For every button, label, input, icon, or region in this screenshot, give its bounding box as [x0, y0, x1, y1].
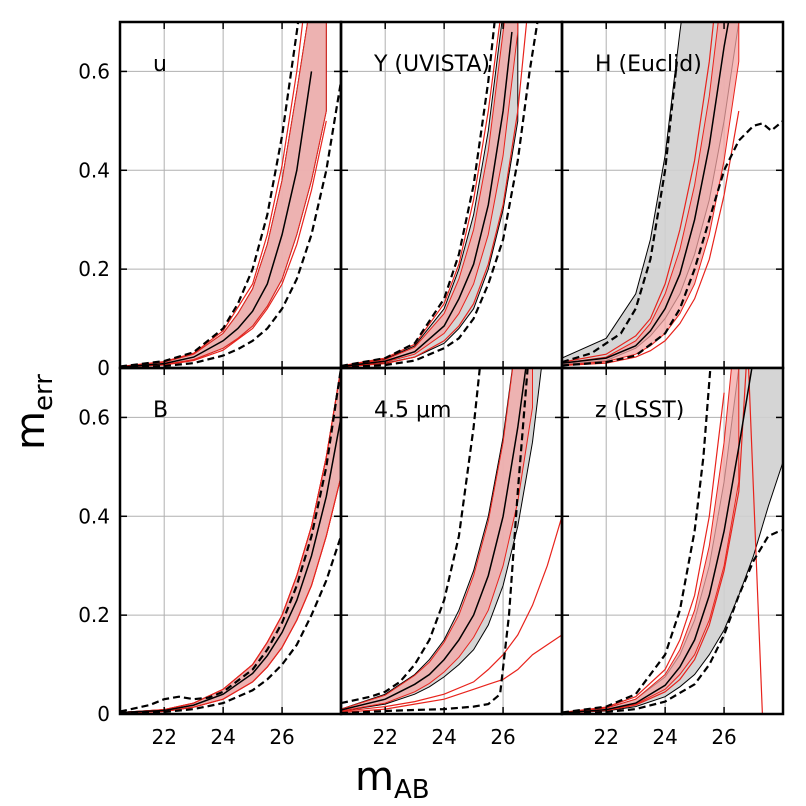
- red-line: [562, 110, 740, 367]
- dashed-upper-line: [341, 368, 481, 705]
- panel-plot-area: [120, 368, 341, 714]
- red-line: [120, 120, 327, 368]
- x-tick-label: 26: [711, 725, 736, 749]
- median-line: [562, 368, 753, 714]
- panel-plot-area: [120, 22, 341, 368]
- red-line: [120, 368, 341, 714]
- dashed-upper-line: [120, 368, 341, 713]
- y-tick-label: 0.4: [78, 504, 110, 528]
- red-line: [120, 22, 304, 368]
- panel-4: B 0 0.2 0.4 0.6 22 24 26: [78, 366, 343, 749]
- panel-label: H (Euclid): [595, 52, 702, 77]
- median-line: [341, 368, 527, 711]
- panel-label: z (LSST): [595, 398, 684, 423]
- x-tick-label: 22: [372, 725, 397, 749]
- y-tick-label: 0.2: [78, 257, 110, 281]
- panel-frame: [560, 366, 785, 716]
- x-tick-label: 22: [593, 725, 618, 749]
- red-line: [341, 22, 528, 368]
- red-line: [341, 516, 562, 713]
- dashed-lower-line: [562, 120, 783, 367]
- median-line: [341, 31, 513, 368]
- red-band: [341, 22, 519, 368]
- y-tick-label: 0: [97, 356, 110, 380]
- x-tick-label: 26: [490, 725, 515, 749]
- y-tick-label: 0.6: [78, 405, 110, 429]
- panel-plot-area: [341, 368, 562, 714]
- dashed-upper-line: [562, 368, 712, 714]
- red-line: [341, 634, 562, 714]
- x-axis-title: mAB: [355, 754, 430, 805]
- y-tick-label: 0.4: [78, 158, 110, 182]
- axis-labels-group: mAB merr: [8, 374, 430, 805]
- panel-plot-area: [562, 22, 783, 368]
- panel-plot-area: [341, 22, 562, 368]
- dashed-lower-line: [562, 529, 783, 714]
- panel-3: H (Euclid): [560, 20, 785, 370]
- panel-label: u: [153, 52, 167, 77]
- median-line: [120, 71, 313, 368]
- red-band: [120, 22, 327, 368]
- dashed-lower-line: [341, 368, 529, 714]
- panel-6: z (LSST) 22 24 26: [560, 366, 785, 749]
- x-tick-label: 24: [652, 725, 677, 749]
- dashed-lower-line: [120, 535, 341, 714]
- y-tick-label: 0.2: [78, 603, 110, 627]
- red-line: [120, 476, 341, 714]
- panel-label: B: [153, 398, 168, 423]
- dashed-upper-line: [120, 22, 300, 368]
- red-line: [562, 368, 763, 714]
- median-line: [120, 417, 341, 714]
- red-band: [341, 368, 533, 712]
- dashed-lower-line: [120, 81, 341, 368]
- y-tick-label: 0: [97, 702, 110, 726]
- panel-label: 4.5 μm: [374, 398, 451, 423]
- y-tick-label: 0.6: [78, 59, 110, 83]
- panel-2: Y (UVISTA): [339, 20, 564, 370]
- panel-plot-area: [562, 368, 783, 714]
- x-tick-label: 26: [269, 725, 294, 749]
- red-line: [562, 22, 715, 363]
- panels-group: u 0 0.2 0.4 0.6 Y (UVISTA) H (Euclid) B 0 0.2 0.4 0…: [78, 20, 785, 749]
- dashed-lower-line: [341, 22, 539, 368]
- dashed-upper-line: [341, 22, 496, 368]
- median-line: [562, 22, 730, 364]
- dashed-upper-line: [562, 61, 678, 364]
- y-axis-title: merr: [8, 374, 59, 450]
- x-tick-label: 24: [431, 725, 456, 749]
- x-tick-label: 22: [151, 725, 176, 749]
- panel-label: Y (UVISTA): [373, 52, 490, 77]
- x-tick-label: 24: [210, 725, 235, 749]
- panel-1: u 0 0.2 0.4 0.6: [78, 20, 343, 380]
